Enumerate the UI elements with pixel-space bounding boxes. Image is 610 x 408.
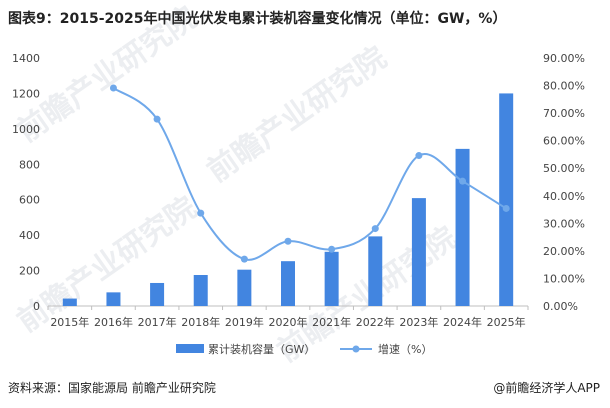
x-tick-label: 2024年 [443, 315, 482, 329]
legend-line-marker [352, 345, 360, 353]
growth-point [153, 115, 161, 123]
y-left-tick-label: 1400 [12, 52, 40, 65]
legend-bar-label: 累计装机容量（GW） [208, 342, 315, 356]
bar [150, 282, 165, 306]
x-tick-label: 2017年 [138, 315, 177, 329]
growth-point [328, 245, 336, 253]
y-right-tick-label: 0.00% [543, 300, 578, 313]
bar [368, 236, 383, 306]
x-tick-label: 2016年 [94, 315, 133, 329]
bar [193, 275, 208, 306]
growth-point [415, 152, 423, 160]
growth-point [371, 225, 379, 233]
bar [237, 269, 252, 306]
y-right-tick-label: 80.00% [543, 80, 585, 93]
bar [411, 198, 426, 306]
legend-bar-swatch [176, 344, 204, 353]
legend-line-label: 增速（%） [378, 342, 432, 356]
bar [455, 148, 470, 306]
growth-point [459, 177, 467, 185]
bar [324, 251, 339, 306]
x-tick-label: 2022年 [356, 315, 395, 329]
x-tick-label: 2021年 [312, 315, 351, 329]
y-left-tick-label: 0 [33, 300, 40, 313]
growth-point [284, 237, 292, 245]
bar [499, 93, 514, 306]
y-left-tick-label: 600 [19, 194, 40, 207]
y-left-tick-label: 200 [19, 265, 40, 278]
y-right-tick-label: 50.00% [543, 162, 585, 175]
y-left-tick-label: 800 [19, 158, 40, 171]
growth-point [109, 84, 117, 92]
growth-line [112, 87, 507, 261]
y-left-tick-label: 1000 [12, 123, 40, 136]
y-left-tick-label: 1200 [12, 87, 40, 100]
source-text: 资料来源：国家能源局 前瞻产业研究院 [8, 381, 216, 395]
x-tick-label: 2025年 [487, 315, 526, 329]
y-right-tick-label: 40.00% [543, 190, 585, 203]
growth-point [240, 255, 248, 263]
bar [62, 298, 77, 306]
y-right-tick-label: 10.00% [543, 272, 585, 285]
y-right-tick-label: 60.00% [543, 135, 585, 148]
growth-point [502, 204, 510, 212]
chart-title: 图表9：2015-2025年中国光伏发电累计装机容量变化情况（单位：GW，%） [8, 11, 507, 27]
bar [281, 261, 295, 306]
y-right-tick-label: 70.00% [543, 107, 585, 120]
x-tick-label: 2023年 [399, 315, 438, 329]
bar [106, 292, 121, 306]
y-right-tick-label: 30.00% [543, 217, 585, 230]
y-right-tick-label: 90.00% [543, 52, 585, 65]
y-left-tick-label: 400 [19, 229, 40, 242]
x-tick-label: 2015年 [50, 315, 89, 329]
growth-point [197, 209, 205, 217]
x-tick-label: 2019年 [225, 315, 264, 329]
x-tick-label: 2020年 [269, 315, 308, 329]
brand-text: @前瞻经济学人APP [493, 381, 600, 395]
x-tick-label: 2018年 [181, 315, 220, 329]
y-right-tick-label: 20.00% [543, 245, 585, 258]
